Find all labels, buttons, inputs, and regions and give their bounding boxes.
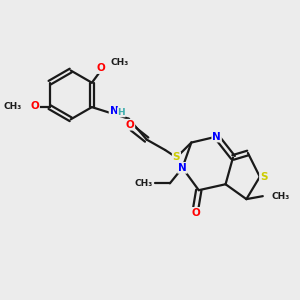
Text: N: N bbox=[110, 106, 118, 116]
Text: CH₃: CH₃ bbox=[134, 179, 153, 188]
Text: CH₃: CH₃ bbox=[271, 192, 290, 201]
Text: O: O bbox=[30, 101, 39, 111]
Text: O: O bbox=[97, 63, 106, 73]
Text: O: O bbox=[126, 120, 134, 130]
Text: H: H bbox=[118, 108, 125, 117]
Text: S: S bbox=[260, 172, 267, 182]
Text: S: S bbox=[173, 152, 180, 162]
Text: O: O bbox=[191, 208, 200, 218]
Text: CH₃: CH₃ bbox=[110, 58, 128, 67]
Text: N: N bbox=[212, 132, 221, 142]
Text: CH₃: CH₃ bbox=[4, 102, 22, 111]
Text: N: N bbox=[178, 163, 187, 173]
